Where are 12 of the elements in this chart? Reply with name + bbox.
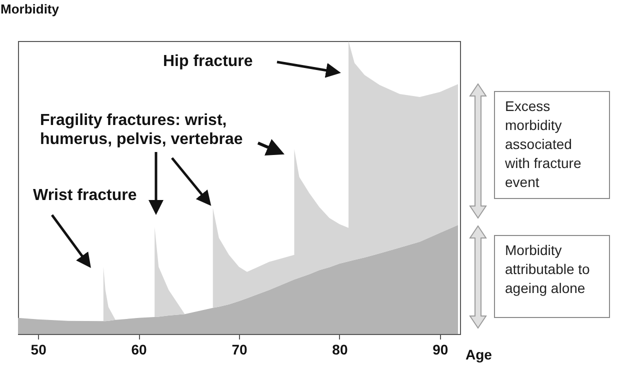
x-tick-label: 80 (332, 342, 348, 358)
text: Excess morbidity associated with fracture event (494, 91, 610, 199)
x-axis-title: Age (466, 346, 492, 362)
x-tick-label: 90 (432, 342, 448, 358)
text: Morbidity attributable to ageing alone (494, 235, 610, 318)
x-tick-label: 50 (30, 342, 47, 358)
annotation: Hip fracture (163, 52, 254, 71)
y-axis-title: Morbidity (0, 2, 60, 16)
x-tick-label: 60 (131, 342, 148, 358)
annotation: Fragility fractures: wrist, humerus, pelvis, vertebrae (40, 111, 244, 149)
x-tick-label: 70 (232, 342, 248, 358)
annotation: Wrist fracture (33, 186, 138, 205)
